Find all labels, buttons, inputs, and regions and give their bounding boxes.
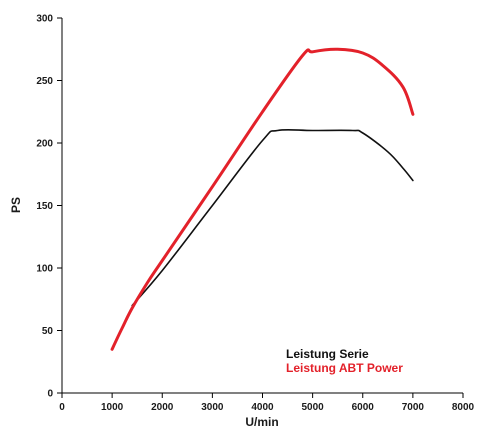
y-tick-label: 150 <box>36 201 53 212</box>
x-tick-label: 1000 <box>101 402 124 413</box>
x-tick-label: 3000 <box>201 402 224 413</box>
y-tick-label: 100 <box>36 264 53 275</box>
legend: Leistung Serie Leistung ABT Power <box>286 347 403 375</box>
x-tick-label: 7000 <box>402 402 425 413</box>
axes <box>61 18 463 394</box>
x-axis-title: U/min <box>245 415 278 429</box>
series-lines <box>110 47 415 351</box>
y-axis-title: PS <box>9 197 23 213</box>
legend-entry-serie: Leistung Serie <box>286 347 369 361</box>
y-tick-label: 0 <box>47 389 53 400</box>
series-line-leistung-abt-power <box>110 47 415 351</box>
y-tick-label: 50 <box>42 326 54 337</box>
x-tick-label: 2000 <box>151 402 174 413</box>
x-tick-label: 8000 <box>452 402 475 413</box>
y-tick-label: 300 <box>36 14 53 25</box>
y-tick-label: 250 <box>36 76 53 87</box>
series-line-leistung-serie <box>131 128 414 307</box>
y-tick-label: 200 <box>36 139 53 150</box>
ticks: 0 1000 2000 3000 4000 5000 6000 7000 8000 0 50 100 1… <box>36 14 474 414</box>
x-tick-label: 5000 <box>302 402 325 413</box>
x-tick-label: 0 <box>59 402 65 413</box>
legend-entry-abt-power: Leistung ABT Power <box>286 361 403 375</box>
x-tick-label: 6000 <box>352 402 375 413</box>
x-tick-label: 4000 <box>251 402 274 413</box>
